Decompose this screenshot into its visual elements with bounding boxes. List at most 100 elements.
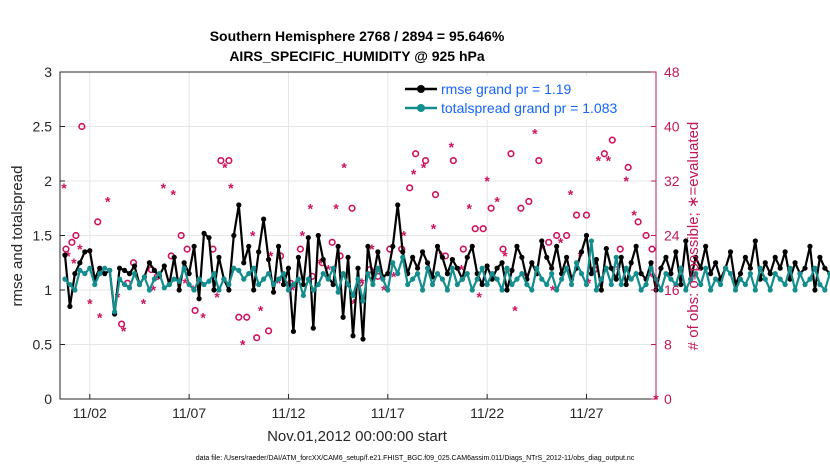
series-point-rmse <box>97 265 103 271</box>
obs-possible-marker <box>62 245 70 253</box>
series-point-rmse <box>270 289 277 295</box>
series-point-totalspread <box>713 276 719 282</box>
series-point-totalspread <box>598 276 604 282</box>
series-point-totalspread <box>752 287 758 293</box>
series-point-totalspread <box>489 271 495 277</box>
obs-evaluated-marker: * <box>431 221 437 237</box>
series-point-rmse <box>663 254 669 260</box>
obs-possible-marker <box>406 184 414 192</box>
obs-possible-marker <box>348 204 356 212</box>
series-point-totalspread <box>539 276 545 282</box>
series-point-totalspread <box>583 281 590 288</box>
obs-possible-marker <box>642 231 650 240</box>
series-point-totalspread <box>395 271 401 277</box>
series-point-totalspread <box>97 271 103 277</box>
series-point-rmse <box>549 265 555 271</box>
series-point-rmse <box>727 249 734 255</box>
series-point-rmse <box>186 271 192 277</box>
series-point-totalspread <box>549 271 555 277</box>
series-point-totalspread <box>514 276 520 282</box>
series-point-rmse <box>772 254 778 260</box>
y-axis-label-left: rmse and totalspread <box>9 166 26 307</box>
series-point-totalspread <box>742 281 749 288</box>
series-point-totalspread <box>92 281 98 288</box>
obs-evaluated-marker: * <box>467 200 473 216</box>
obs-evaluated-marker: * <box>411 166 417 182</box>
series-point-totalspread <box>360 298 366 304</box>
series-point-rmse <box>703 243 709 249</box>
series-point-totalspread <box>136 281 143 288</box>
series-point-rmse <box>713 260 719 266</box>
series-point-totalspread <box>315 281 321 288</box>
series-point-rmse <box>588 271 595 277</box>
obs-evaluated-marker: * <box>290 282 296 298</box>
obs-possible-marker <box>191 306 199 315</box>
series-point-totalspread <box>588 238 595 244</box>
obs-possible-marker <box>624 163 632 171</box>
obs-possible-marker <box>616 245 624 253</box>
obs-possible-marker <box>449 156 457 165</box>
obs-evaluated-marker: * <box>268 248 274 264</box>
legend: rmse grand pr = 1.19 totalspread grand p… <box>394 76 652 120</box>
series-point-totalspread <box>683 287 689 293</box>
series-point-rmse <box>87 248 93 254</box>
series-point-rmse <box>509 267 515 273</box>
obs-evaluated-marker: * <box>550 282 556 298</box>
obs-possible-marker <box>562 231 571 240</box>
series-point-totalspread <box>812 265 818 271</box>
series-point-rmse <box>295 254 301 260</box>
series-point-totalspread <box>504 265 510 271</box>
left-tick-label: 1 <box>44 282 52 298</box>
series-point-totalspread <box>717 281 724 288</box>
series-point-rmse <box>261 216 267 222</box>
series-point-totalspread <box>429 281 436 288</box>
series-point-totalspread <box>449 265 455 271</box>
series-point-totalspread <box>573 260 580 266</box>
series-point-totalspread <box>668 276 674 282</box>
x-tick-label: 11/17 <box>371 405 405 421</box>
series-point-totalspread <box>151 276 157 282</box>
left-axis-ticks: 0 0.5 1 1.5 2 2.5 3 <box>33 64 65 407</box>
series-point-rmse <box>350 333 356 339</box>
obs-possible-marker <box>72 231 80 240</box>
series-point-totalspread <box>410 276 416 282</box>
right-tick-label: 40 <box>664 119 680 135</box>
series-point-totalspread <box>370 281 376 288</box>
obs-possible-marker <box>225 156 233 165</box>
series-point-totalspread <box>688 276 694 282</box>
series-point-rmse <box>554 243 560 249</box>
series-point-totalspread <box>131 271 138 277</box>
obs-evaluated-marker: * <box>151 282 157 298</box>
series-point-rmse <box>290 328 297 335</box>
series-point-rmse <box>499 260 505 266</box>
series-point-totalspread <box>633 271 639 277</box>
series-point-rmse <box>603 245 609 252</box>
series-point-rmse <box>424 260 431 266</box>
obs-evaluated-marker: * <box>532 125 538 141</box>
series-point-rmse <box>598 287 604 293</box>
obs-evaluated-marker: * <box>596 153 602 169</box>
series-point-rmse <box>673 249 679 255</box>
series-point-totalspread <box>290 281 297 288</box>
series-point-rmse <box>737 271 744 277</box>
series-point-rmse <box>817 254 823 260</box>
series-point-totalspread <box>767 287 773 293</box>
obs-evaluated-marker: * <box>61 180 67 196</box>
obs-possible-marker <box>572 211 581 219</box>
series-point-rmse <box>72 271 78 277</box>
series-point-totalspread <box>385 287 391 293</box>
series-point-totalspread <box>405 281 411 288</box>
series-point-rmse <box>251 287 257 293</box>
series-point-rmse <box>390 243 396 249</box>
series-point-totalspread <box>464 271 470 277</box>
series-point-rmse <box>191 243 197 249</box>
obs-evaluated-marker: * <box>276 275 282 291</box>
x-tick-label: 11/02 <box>73 405 107 421</box>
obs-possible-marker <box>525 197 533 206</box>
obs-possible-marker <box>177 231 185 240</box>
series-point-rmse <box>385 271 391 277</box>
series-point-totalspread <box>117 276 123 282</box>
series-point-totalspread <box>107 267 113 273</box>
series-point-totalspread <box>226 281 232 288</box>
series-point-rmse <box>62 252 68 258</box>
